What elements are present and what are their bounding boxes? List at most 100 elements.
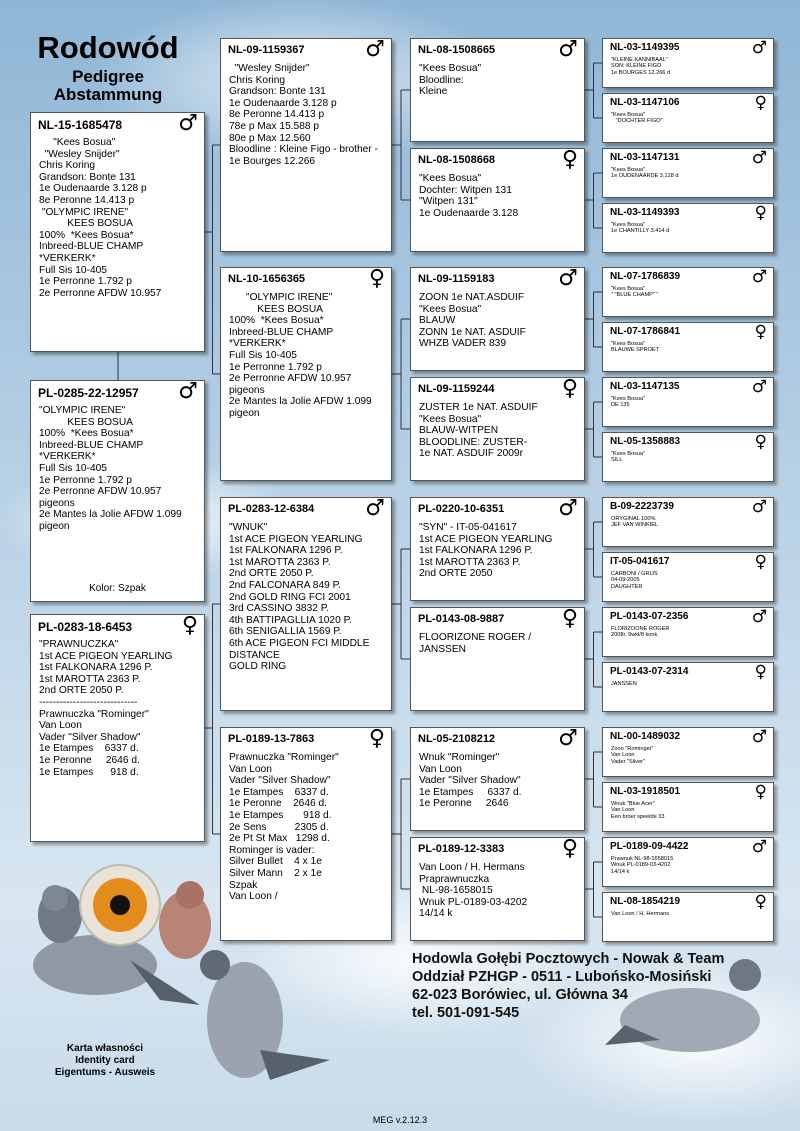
info-line: KEES BOSUA bbox=[39, 218, 133, 230]
bird-info: Wnuk "Rominger" Van Loon Vader "Silver Sha… bbox=[419, 752, 580, 810]
info-line: 2nd GOLD RING FCI 2001 bbox=[229, 591, 351, 603]
info-line: "Witpen 131" bbox=[419, 196, 478, 208]
info-line: 3rd CASSINO 3832 P. bbox=[229, 603, 330, 615]
info-line: 4th BATTIPAGLLIA 1020 P. bbox=[229, 614, 352, 626]
info-line: 1e Etampes 918 d. bbox=[39, 766, 139, 778]
info-line: BLAUW-WITPEN bbox=[419, 425, 499, 437]
info-line: 1e Peronne 2646 d. bbox=[229, 798, 327, 810]
info-line: 1e NAT. ASDUIF 2009r bbox=[419, 448, 523, 460]
info-line: 1st MAROTTA 2363 P. bbox=[229, 556, 331, 568]
ring-number: PL-0189-13-7863 bbox=[228, 733, 315, 745]
info-line: "Kees Bosua" bbox=[419, 413, 482, 425]
info-line: "DOCHTER FIGO" bbox=[611, 118, 663, 125]
info-line: Van Loon / bbox=[229, 891, 278, 903]
info-line: 2e Sens 2305 d. bbox=[229, 821, 329, 833]
info-line: 1e Etampes 6337 d. bbox=[39, 743, 139, 755]
info-line: 1e OUDENAARDE 3.128 d bbox=[611, 173, 679, 180]
info-line: 1e Bourges 12.266 bbox=[229, 155, 316, 167]
version: MEG v.2.12.3 bbox=[372, 1115, 428, 1125]
bird-info: ZUSTER 1e NAT. ASDUIF "Kees Bosua" BLAUW-W… bbox=[419, 402, 580, 460]
info-line: "Wesley Snijder" bbox=[39, 148, 120, 160]
pedigree-box: NL-09-1159183 ♂ ZOON 1e NAT.ASDUIF "Kees Bo… bbox=[410, 266, 585, 371]
sex-symbol: ♀ bbox=[754, 432, 767, 452]
bird-info: ZOON 1e NAT.ASDUIF "Kees Bosua" BLAUW ZONN … bbox=[419, 292, 580, 350]
sex-symbol: ♀ bbox=[754, 662, 767, 682]
info-line: Bloodline : Kleine Figo - brother - bbox=[229, 144, 378, 156]
ring-number: PL-0285-22-12957 bbox=[38, 386, 139, 400]
info-line: "Kees Bosua" bbox=[39, 137, 116, 148]
info-line: WHZB VADER 839 bbox=[419, 338, 506, 350]
bird-info: "Kees Bosua" Dochter: Witpen 131 "Witpen 1… bbox=[419, 173, 580, 219]
info-line: Inbreed-BLUE CHAMP bbox=[39, 439, 144, 451]
info-line: 2e Pt St Max 1298 d. bbox=[229, 833, 330, 845]
info-line: 100% *Kees Bosua* bbox=[229, 315, 324, 327]
pedigree-box: NL-05-1358883 ♀ "Kees Bosua" SILL bbox=[602, 432, 774, 482]
info-line: ORYGINAL 100% bbox=[611, 516, 656, 522]
info-line: Van Loon bbox=[611, 807, 635, 814]
info-line: 2e Mantes la Jolie AFDW 1.099 bbox=[229, 396, 372, 408]
ring-number: NL-00-1489032 bbox=[610, 731, 681, 742]
sex-symbol: ♂ bbox=[751, 267, 767, 287]
info-line: *VERKERK* bbox=[39, 451, 96, 463]
ring-number: PL-0143-08-9887 bbox=[418, 613, 505, 625]
sex-symbol: ♂ bbox=[751, 837, 767, 857]
info-line: 1e Perronne 1.792 p bbox=[229, 361, 322, 373]
info-line: *VERKERK* bbox=[39, 252, 96, 264]
sex-symbol: ♀ bbox=[561, 606, 578, 631]
pedigree-box: PL-0189-12-3383 ♀ Van Loon / H. Hermans Pra… bbox=[410, 836, 585, 941]
bird-info: "OLYMPIC IRENE" KEES BOSUA 100% *Kees Bos… bbox=[39, 405, 200, 533]
info-line: Vader "Silver" bbox=[611, 758, 646, 765]
bird-info: "Kees Bosua" "DOCHTER FIGO" bbox=[611, 112, 769, 125]
info-line: 80e p Max 12.560 bbox=[229, 132, 311, 144]
sex-symbol: ♂ bbox=[558, 266, 578, 291]
bird-info: "Kees Bosua" Bloodline: Kleine bbox=[419, 63, 580, 98]
ring-number: NL-03-1149395 bbox=[610, 42, 680, 53]
info-line: pigeon bbox=[229, 407, 260, 419]
info-line: 1e Oudenaarde 3.128 p bbox=[39, 183, 147, 195]
info-line: 1e Perronne 1.792 p bbox=[39, 474, 132, 486]
info-line: 1st MAROTTA 2363 P. bbox=[39, 673, 141, 685]
info-line: Wnuk PL-0189-03-4202 bbox=[419, 896, 528, 908]
pedigree-box: NL-03-1149393 ♀ "Kees Bosua" 1e CHANTILLY 3… bbox=[602, 203, 774, 253]
bird-info: Prawnuczka "Rominger" Van Loon Vader "Silv… bbox=[229, 752, 387, 903]
bird-info: "Kees Bosua" 1e OUDENAARDE 3.128 d bbox=[611, 167, 769, 180]
sex-symbol: ♀ bbox=[561, 836, 578, 861]
pedigree-box: NL-03-1147135 ♂ "Kees Bosua" DE 135 bbox=[602, 377, 774, 427]
info-line: BLAUW bbox=[419, 315, 456, 327]
info-line: 2008r. 9wkł/8 konk. bbox=[611, 632, 659, 639]
sex-symbol: ♀ bbox=[561, 147, 578, 172]
pedigree-box: NL-03-1149395 ♂ "KLEINE KANNIBAAL" SON: KLE… bbox=[602, 38, 774, 88]
bird-info: "WNUK" 1st ACE PIGEON YEARLING 1st FALKONA… bbox=[229, 522, 387, 673]
info-line: 1st ACE PIGEON YEARLING bbox=[39, 650, 173, 662]
breeder-info: Hodowla Gołębi Pocztowych - Nowak & Team… bbox=[412, 950, 724, 1022]
bird-info: Zoon "Rominger" Van Loon Vader "Silver" bbox=[611, 746, 769, 765]
ring-number: NL-09-1159244 bbox=[418, 383, 495, 395]
info-line: BLOODLINE: ZUSTER- bbox=[419, 436, 528, 448]
title: Rodowód bbox=[37, 30, 179, 65]
info-line: 1e Etampes 6337 d. bbox=[229, 786, 329, 798]
info-line: "Kees Bosua" bbox=[419, 173, 482, 184]
info-line: "OLYMPIC IRENE" bbox=[39, 405, 126, 416]
bird-info: ORYGINAL 100% JEF VAN WINKIEL bbox=[611, 516, 769, 529]
bird-info: "Kees Bosua" " "BLUE CHAMP" " bbox=[611, 286, 769, 299]
pedigree-box: NL-15-1685478 ♂ "Kees Bosua" "Wesley Snij… bbox=[30, 111, 205, 352]
ring-number: NL-03-1918501 bbox=[610, 786, 681, 797]
info-line: Van Loon bbox=[611, 752, 635, 759]
info-line: 8e Peronne 14.413 p bbox=[229, 109, 325, 121]
info-line: ZOON 1e NAT.ASDUIF bbox=[419, 292, 525, 303]
info-line: 1st ACE PIGEON YEARLING bbox=[419, 533, 553, 545]
pedigree-box: NL-03-1147131 ♂ "Kees Bosua" 1e OUDENAARDE … bbox=[602, 148, 774, 198]
info-line: "Kees Bosua" bbox=[611, 112, 646, 118]
pedigree-box: PL-0283-18-6453 ♀ "PRAWNUCZKA" 1st ACE PIGE… bbox=[30, 613, 205, 842]
info-line: Silver Mann 2 x 1e bbox=[229, 867, 322, 879]
pedigree-box: NL-07-1786841 ♀ "Kees Bosua" BLAUWE SPROET bbox=[602, 322, 774, 372]
breeder-line: Hodowla Gołębi Pocztowych - Nowak & Team bbox=[412, 951, 725, 967]
info-line: Praprawnuczka bbox=[419, 873, 490, 885]
info-line: 78e p Max 15.588 p bbox=[229, 120, 320, 132]
info-line: 100% *Kees Bosua* bbox=[39, 428, 134, 440]
pigeon-right bbox=[605, 959, 761, 1052]
info-line: DAUGHTER bbox=[611, 583, 643, 590]
bird-info: FLORIZOONE ROGER 2008r. 9wkł/8 konk. bbox=[611, 626, 769, 639]
eye bbox=[79, 864, 161, 946]
